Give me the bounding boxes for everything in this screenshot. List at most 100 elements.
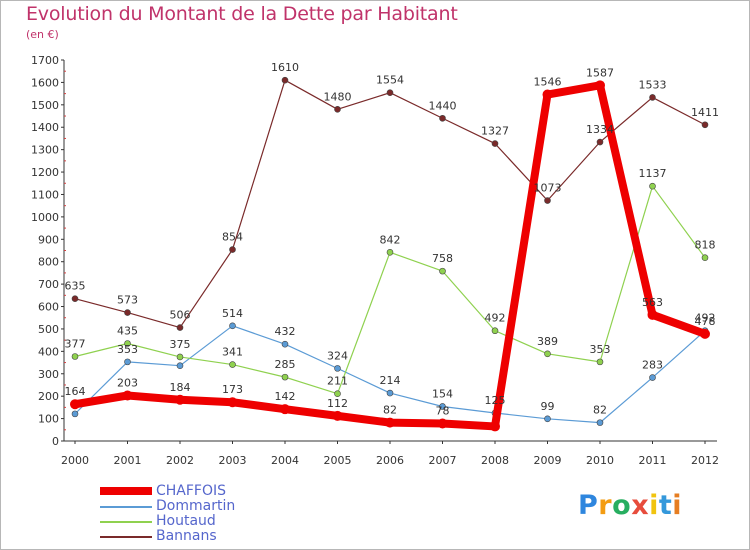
data-label-houtaud: 341 [222, 346, 243, 359]
data-label-houtaud: 758 [432, 252, 453, 265]
data-label-houtaud: 375 [170, 338, 191, 351]
data-label-houtaud: 389 [537, 335, 558, 348]
data-label-bannans: 1533 [639, 78, 667, 91]
legend-label-bannans: Bannans [156, 528, 217, 544]
data-label-bannans: 1610 [271, 61, 299, 74]
data-point-bannans [649, 94, 656, 101]
y-tick-label: 1200 [31, 166, 59, 179]
data-point-chaffois [70, 399, 80, 410]
series-layer [70, 76, 710, 432]
series-line-houtaud [74, 185, 706, 395]
data-label-dommartin: 283 [642, 359, 663, 372]
y-tick-label: 600 [38, 301, 59, 314]
legend-swatch-dommartin [100, 506, 152, 508]
data-point-dommartin [596, 419, 604, 426]
data-label-houtaud: 842 [380, 233, 401, 246]
data-point-bannans [701, 121, 709, 129]
data-label-houtaud: 353 [590, 343, 611, 356]
data-label-chaffois: 563 [642, 296, 663, 309]
data-label-dommartin: 154 [432, 387, 453, 400]
data-point-houtaud [386, 248, 394, 256]
data-label-chaffois: 142 [275, 390, 296, 403]
data-label-chaffois: 112 [327, 397, 348, 410]
legend-swatch-houtaud [100, 521, 152, 523]
data-point-chaffois [647, 309, 658, 320]
data-label-houtaud: 435 [117, 325, 138, 338]
data-label-bannans: 1073 [534, 182, 562, 195]
x-tick-label: 2012 [691, 454, 719, 467]
legend-swatch-chaffois [100, 487, 152, 495]
data-point-bannans [491, 140, 499, 147]
data-label-houtaud: 377 [65, 338, 86, 351]
x-tick-label: 2006 [376, 454, 404, 467]
data-label-dommartin: 214 [380, 374, 401, 387]
x-tick-label: 2000 [61, 454, 89, 467]
legend-label-houtaud: Houtaud [156, 513, 216, 529]
data-label-bannans: 1480 [324, 90, 352, 103]
x-tick-label: 2011 [639, 454, 667, 467]
y-tick-label: 500 [38, 323, 59, 336]
y-tick-label: 0 [52, 435, 59, 448]
data-point-dommartin [281, 340, 289, 348]
data-label-chaffois: 173 [222, 383, 243, 396]
y-tick-label: 100 [38, 413, 59, 426]
data-point-houtaud [124, 340, 131, 347]
data-point-bannans [386, 89, 394, 97]
x-tick-label: 2001 [114, 454, 142, 467]
y-tick-label: 1500 [31, 99, 59, 112]
data-point-bannans [281, 76, 289, 84]
data-point-houtaud [176, 353, 184, 361]
data-point-dommartin [334, 365, 341, 372]
data-label-dommartin: 99 [541, 400, 555, 413]
data-point-dommartin [544, 415, 551, 423]
y-tick-label: 1300 [31, 144, 59, 157]
data-label-houtaud: 818 [695, 239, 716, 252]
data-point-chaffois [542, 89, 553, 100]
y-tick-label: 1400 [31, 121, 59, 134]
data-point-dommartin [71, 410, 79, 418]
data-point-dommartin [649, 374, 656, 381]
data-label-bannans: 1334 [586, 123, 614, 136]
y-tick-label: 300 [38, 368, 59, 381]
data-label-chaffois: 203 [117, 377, 138, 390]
data-label-bannans: 635 [65, 280, 86, 293]
data-point-houtaud [281, 373, 289, 381]
y-tick-label: 1700 [31, 54, 59, 67]
data-label-chaffois: 1546 [534, 76, 562, 89]
data-label-dommartin: 353 [117, 343, 138, 356]
data-label-bannans: 1411 [691, 106, 719, 119]
data-point-dommartin [229, 322, 236, 330]
x-tick-label: 2003 [219, 454, 247, 467]
data-point-dommartin [439, 403, 446, 410]
data-label-bannans: 1327 [481, 125, 509, 138]
x-tick-label: 2010 [586, 454, 614, 467]
data-point-dommartin [176, 362, 184, 369]
data-point-bannans [124, 309, 131, 316]
y-tick-label: 1000 [31, 211, 59, 224]
data-label-dommartin: 492 [695, 312, 716, 325]
data-point-dommartin [386, 389, 394, 397]
y-tick-label: 400 [38, 345, 59, 358]
proxiti-logo: Proxiti [578, 490, 683, 521]
data-point-chaffois [385, 417, 395, 428]
data-point-chaffois [332, 410, 343, 421]
data-point-houtaud [229, 361, 236, 368]
data-point-bannans [176, 324, 184, 331]
chart-title: Evolution du Montant de la Dette par Hab… [26, 3, 458, 25]
data-label-chaffois: 78 [436, 405, 450, 418]
data-label-dommartin: 432 [275, 325, 296, 338]
y-tick-label: 900 [38, 233, 59, 246]
data-point-bannans [544, 197, 551, 204]
data-label-dommartin: 82 [593, 404, 607, 417]
x-tick-label: 2004 [271, 454, 299, 467]
data-label-houtaud: 1137 [639, 167, 667, 180]
data-point-houtaud [596, 358, 604, 366]
data-label-bannans: 1554 [376, 74, 404, 87]
data-point-chaffois [227, 397, 238, 408]
data-point-houtaud [439, 267, 446, 275]
x-tick-label: 2007 [429, 454, 457, 467]
data-label-chaffois: 82 [383, 404, 397, 417]
data-point-bannans [596, 138, 604, 146]
